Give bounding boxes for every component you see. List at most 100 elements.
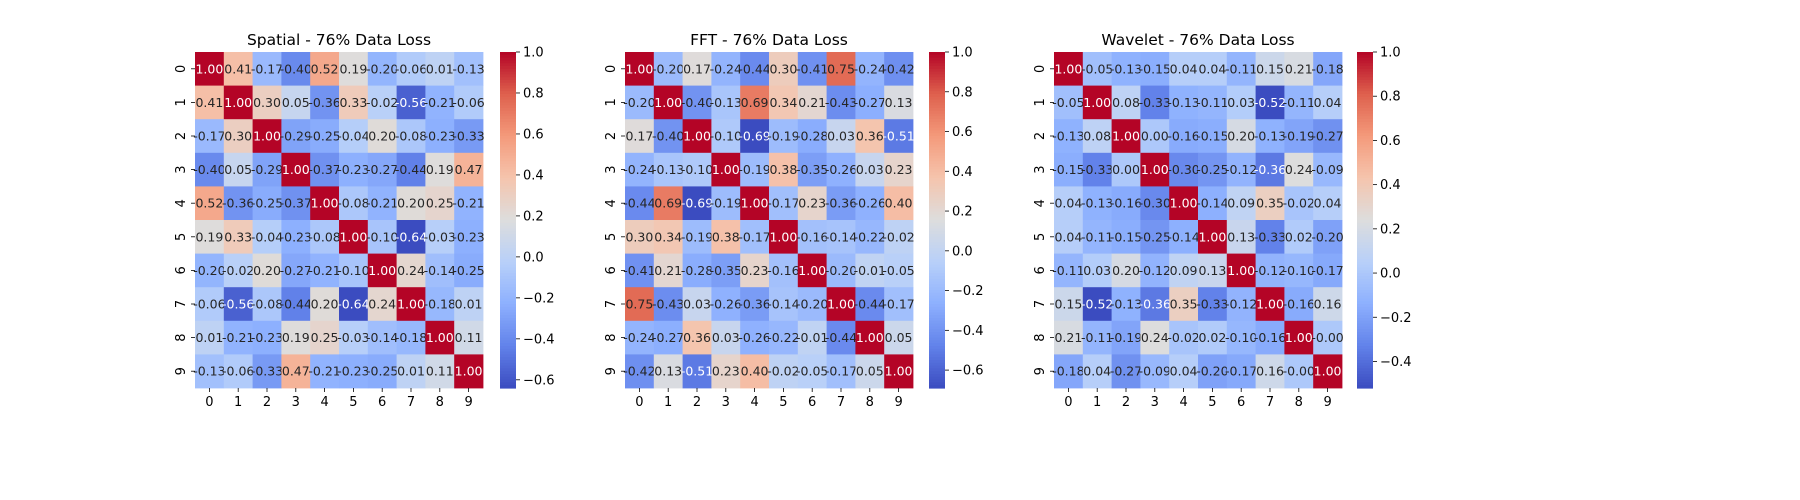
colorbar-tick-label: 1.0 — [952, 46, 973, 61]
cell-value-label: 0.21 — [798, 95, 826, 110]
cell-value-label: 1.00 — [1083, 95, 1111, 110]
colorbar-segment — [500, 208, 516, 213]
heatmap-cell-r0-c2 — [682, 52, 712, 86]
cell-value-label: 1.00 — [1054, 61, 1082, 76]
colorbar-segment — [929, 80, 945, 84]
cell-value-label: 0.20 — [1112, 263, 1140, 278]
heatmap-cell-r3-c4 — [310, 152, 340, 187]
cell-value-label: 0.13 — [654, 364, 682, 379]
colorbar-segment — [500, 80, 516, 84]
heatmap-cell-r5-c0 — [625, 220, 655, 254]
colorbar-segment — [1357, 183, 1373, 187]
colorbar-segment — [1357, 94, 1373, 98]
heatmap-cell-r3-c4 — [1169, 152, 1199, 187]
colorbar-segment — [1357, 175, 1373, 179]
colorbar-segment — [500, 256, 516, 260]
colorbar-segment — [500, 292, 516, 297]
colorbar-segment — [1357, 248, 1373, 252]
colorbar-segment — [929, 77, 945, 81]
heatmap-cell-r1-c7 — [826, 85, 856, 120]
heatmap-cell-r0-c4 — [740, 52, 770, 86]
colorbar-segment — [500, 124, 516, 129]
heatmap-cell-r0-c6 — [367, 52, 397, 86]
cell-value-label: 0.05 — [885, 330, 913, 345]
colorbar-segment — [929, 259, 945, 263]
cell-value-label: -0.43 — [825, 95, 857, 110]
cell-value-label: -0.35 — [796, 162, 828, 177]
colorbar-segment — [500, 77, 516, 81]
colorbar-segment — [500, 273, 516, 277]
colorbar-segment — [500, 332, 516, 336]
heatmap-cell-r2-c5 — [339, 119, 369, 154]
colorbar-segment — [929, 329, 945, 333]
colorbar-segment — [500, 200, 516, 204]
colorbar-segment — [929, 211, 945, 215]
heatmap-cell-r8-c8 — [1284, 320, 1314, 355]
y-tick-label: 8 — [604, 333, 619, 341]
cell-value-label: -0.33 — [452, 129, 484, 144]
colorbar-segment — [929, 85, 945, 89]
heatmap-cell-r3-c6 — [1226, 152, 1256, 187]
x-tick-label: 9 — [894, 395, 902, 410]
colorbar-segment — [1357, 368, 1373, 372]
colorbar-segment — [1357, 105, 1373, 109]
colorbar-segment — [929, 234, 945, 238]
heatmap-cell-r2-c2 — [1111, 119, 1141, 154]
colorbar-segment — [1357, 242, 1373, 246]
heatmap-cell-r7-c1 — [223, 287, 253, 322]
y-tick-label: 2 — [604, 132, 619, 140]
colorbar-segment — [500, 108, 516, 112]
y-tick-label: 1 — [174, 98, 189, 106]
colorbar-segment — [1357, 108, 1373, 112]
colorbar-segment — [1357, 346, 1373, 350]
colorbar-segment — [500, 360, 516, 364]
cell-value-label: -0.23 — [280, 229, 312, 244]
heatmap-cell-r7-c4 — [310, 287, 340, 322]
cell-value-label: -0.28 — [681, 263, 713, 278]
y-tick-label: 6 — [1033, 266, 1048, 274]
colorbar-segment — [500, 60, 516, 64]
heatmap-cell-r4-c6 — [797, 186, 827, 221]
cell-value-label: -0.51 — [681, 364, 713, 379]
colorbar-segment — [929, 312, 945, 316]
colorbar-segment — [929, 340, 945, 344]
colorbar-segment — [1357, 376, 1373, 381]
cell-value-label: 0.24 — [397, 263, 425, 278]
cell-value-label: -0.14 — [825, 229, 857, 244]
x-tick-label: 9 — [464, 395, 472, 410]
colorbar-segment — [1357, 309, 1373, 313]
colorbar-tick-label: −0.2 — [952, 284, 984, 299]
cell-value-label: -0.19 — [738, 162, 770, 177]
colorbar-segment — [1357, 203, 1373, 207]
colorbar-tick-label: −0.2 — [523, 291, 555, 306]
chart-title: Spatial - 76% Data Loss — [247, 31, 431, 49]
cell-value-label: -0.13 — [193, 364, 225, 379]
colorbar-segment — [1357, 270, 1373, 274]
cell-value-label: -0.26 — [710, 297, 742, 312]
heatmap-cell-r7-c3 — [281, 287, 311, 322]
heatmap-cell-r8-c8 — [425, 320, 455, 355]
colorbar-segment — [500, 343, 516, 347]
cell-value-label: 0.03 — [712, 330, 740, 345]
y-tick-label: 2 — [174, 132, 189, 140]
cell-value-label: 0.23 — [741, 263, 769, 278]
cell-value-label: -0.17 — [825, 364, 857, 379]
cell-value-label: -0.11 — [1196, 95, 1228, 110]
colorbar-segment — [500, 133, 516, 137]
heatmap-cell-r2-c6 — [1226, 119, 1256, 154]
x-tick-label: 3 — [292, 395, 300, 410]
heatmap-cell-r0-c7 — [826, 52, 856, 86]
colorbar-segment — [929, 122, 945, 126]
heatmap-cell-r2-c1 — [223, 119, 253, 154]
colorbar-segment — [500, 281, 516, 285]
colorbar-segment — [1357, 365, 1373, 369]
colorbar-segment — [929, 164, 945, 168]
colorbar-segment — [929, 180, 945, 185]
heatmap-cell-r1-c0 — [195, 85, 225, 120]
heatmap-cell-r7-c9 — [454, 287, 484, 322]
cell-value-label: -0.26 — [738, 330, 770, 345]
colorbar-segment — [500, 351, 516, 355]
colorbar-segment — [1357, 278, 1373, 283]
cell-value-label: -0.44 — [738, 61, 770, 76]
heatmap-cell-r3-c7 — [1255, 152, 1285, 187]
